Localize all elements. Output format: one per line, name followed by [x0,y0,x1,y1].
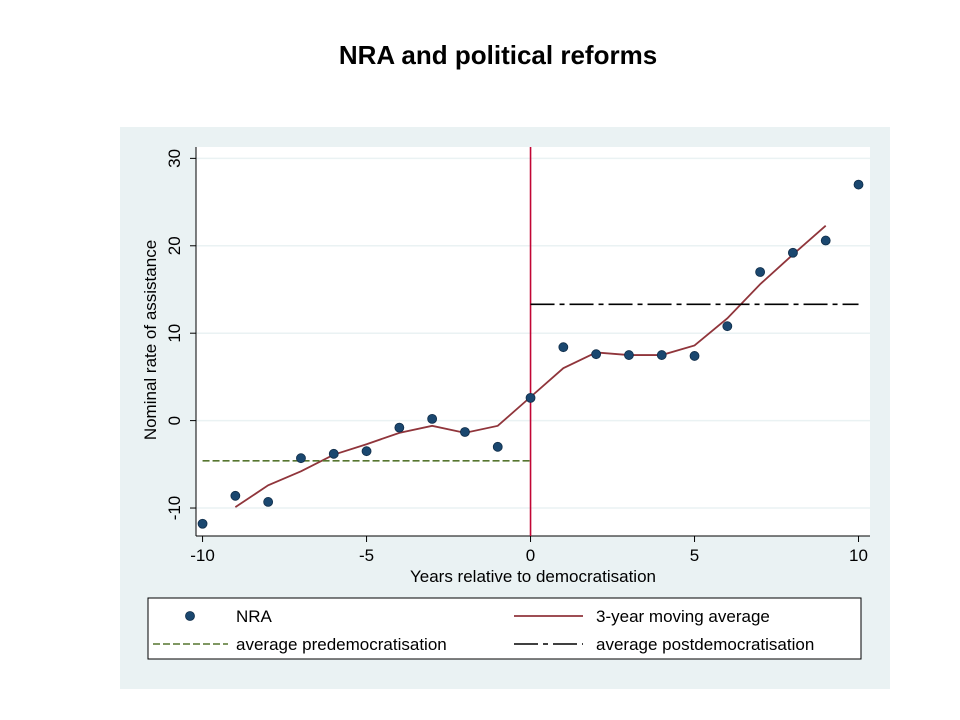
nra-point [492,441,503,452]
nra-point [460,427,470,437]
nra-point [525,392,536,403]
nra-point [820,235,831,246]
nra-point [788,247,798,258]
y-tick-label: 30 [165,149,184,168]
legend-nra-marker [185,611,195,621]
nra-point [853,179,864,190]
chart-title: NRA and political reforms [338,40,658,70]
x-tick-label: 0 [526,546,535,565]
y-axis-label: Nominal rate of assistance [141,240,160,440]
nra-point [689,351,700,361]
x-axis-label: Years relative to democratisation [410,567,656,586]
plot-area [196,147,870,536]
x-tick-label: -10 [190,546,215,565]
nra-point [296,453,306,464]
x-tick-label: 10 [849,546,868,565]
nra-point [624,350,634,360]
legend-post-label: average postdemocratisation [596,635,814,654]
x-tick-label: 5 [690,546,699,565]
nra-point [656,350,667,360]
legend-nra-label: NRA [236,607,273,626]
nra-point [558,342,569,353]
nra-point [263,497,274,507]
y-tick-label: 0 [165,416,184,425]
y-tick-label: -10 [165,496,184,521]
nra-point [328,448,339,459]
nra-point [361,446,372,457]
y-tick-label: 20 [165,236,184,255]
nra-point [230,490,241,501]
legend: NRA 3-year moving average average predemoc… [147,597,862,660]
nra-point [722,321,733,332]
y-tick-label: 10 [165,324,184,343]
legend-pre-label: average predemocratisation [236,635,447,654]
nra-point [197,518,208,529]
x-tick-label: -5 [359,546,374,565]
nra-point [755,267,766,277]
nra-point [394,422,405,433]
nra-point [591,349,602,360]
legend-ma-label: 3-year moving average [596,607,770,626]
legend-box [147,597,862,660]
nra-point [427,413,438,424]
